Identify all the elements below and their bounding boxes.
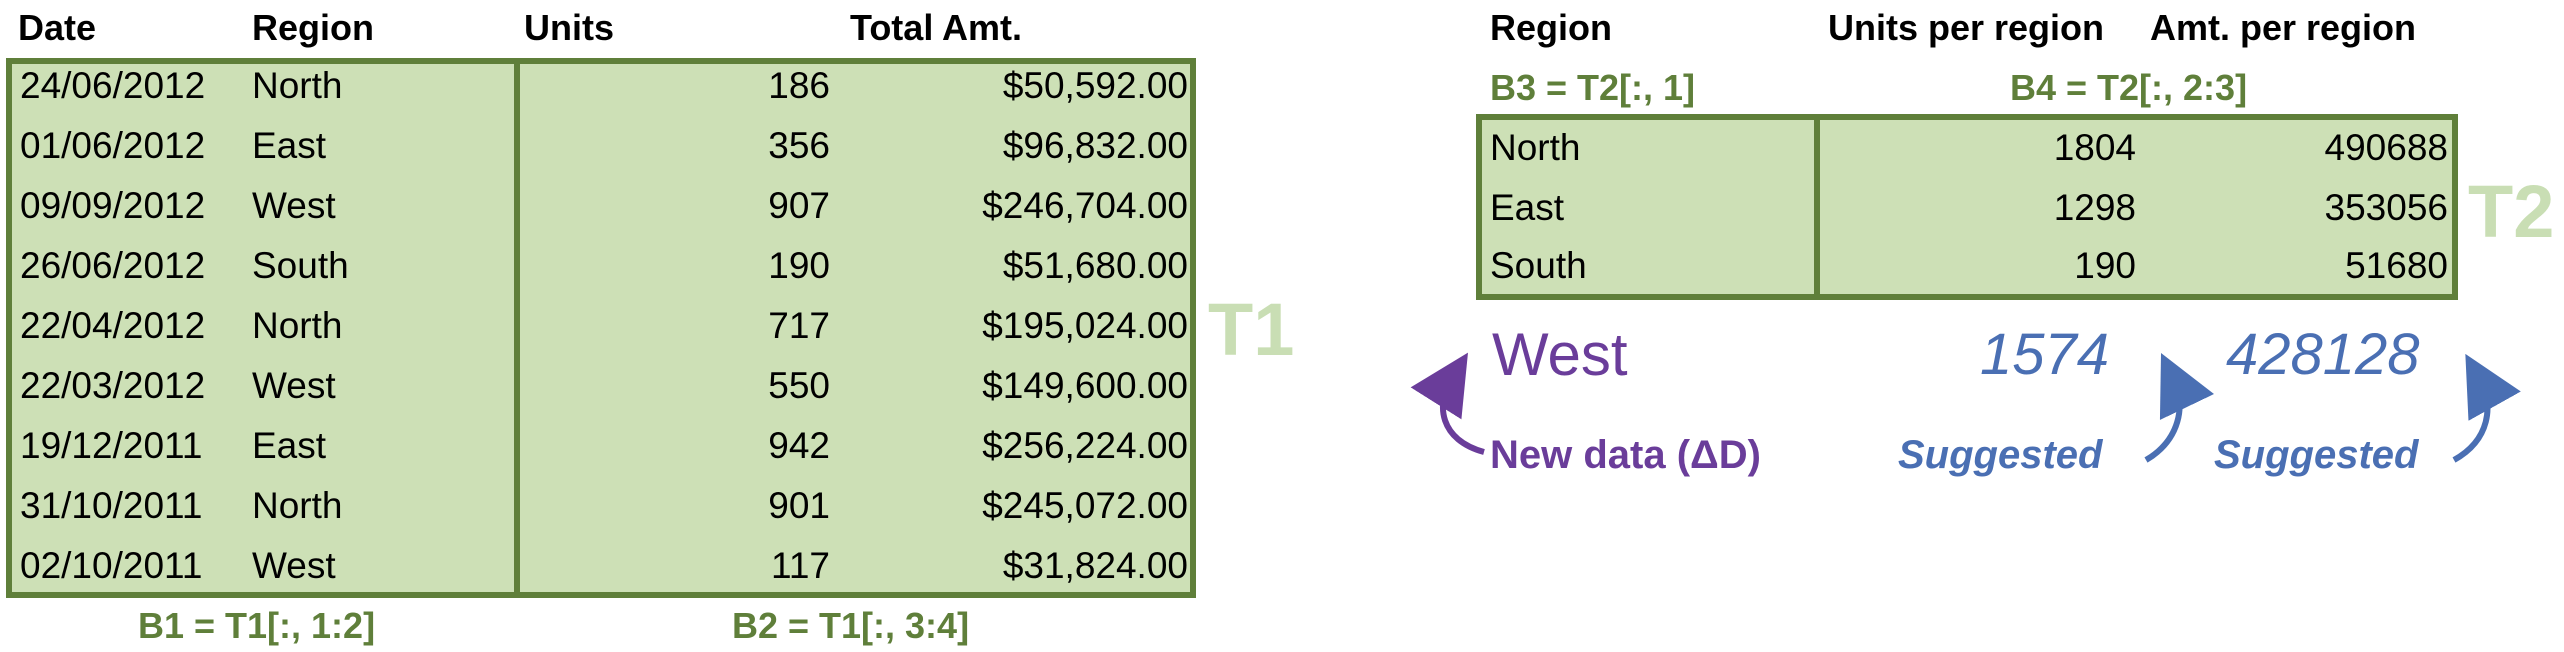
- suggested-amt-arrow-icon: [2452, 353, 2521, 463]
- t1-cell-region: North: [252, 305, 343, 346]
- t2-cell-region: North: [1490, 127, 1581, 168]
- t1-cell-amt: $246,704.00: [982, 185, 1188, 226]
- b1-label: B1 = T1[:, 1:2]: [138, 605, 376, 646]
- t1-cell-units: 942: [768, 425, 830, 466]
- t2-box-b4: [1814, 114, 2458, 300]
- t1-cell-region: West: [252, 545, 336, 586]
- new-row-region: West: [1492, 321, 1628, 388]
- suggested-units-arrow-icon: [2144, 352, 2215, 463]
- t2-header-region: Region: [1490, 7, 1612, 48]
- t1-header-total-amt: Total Amt.: [850, 7, 1022, 48]
- t1-cell-region: West: [252, 185, 336, 226]
- t1-cell-amt: $31,824.00: [1002, 545, 1188, 586]
- t1-tag: T1: [1208, 288, 1295, 371]
- t1-cell-units: 550: [768, 365, 830, 406]
- suggested-units-value: 1574: [1980, 322, 2110, 387]
- suggested-amt-value: 428128: [2226, 322, 2420, 387]
- t1-cell-date: 22/04/2012: [20, 305, 206, 346]
- t1-header-units: Units: [524, 7, 614, 48]
- t1-cell-units: 117: [771, 545, 830, 586]
- t2-cell-amt: 490688: [2324, 127, 2448, 168]
- t1-cell-date: 31/10/2011: [20, 485, 203, 526]
- t2-cell-amt: 353056: [2324, 187, 2448, 228]
- t1-cell-region: North: [252, 485, 343, 526]
- t2-header-amt-per-region: Amt. per region: [2150, 7, 2417, 48]
- t1-cell-date: 09/09/2012: [20, 185, 206, 226]
- t1-cell-date: 02/10/2011: [20, 545, 203, 586]
- t1-cell-amt: $96,832.00: [1002, 125, 1188, 166]
- t1-cell-amt: $256,224.00: [982, 425, 1188, 466]
- t1-cell-date: 26/06/2012: [20, 245, 206, 286]
- t2-cell-amt: 51680: [2345, 245, 2448, 286]
- t1-cell-region: East: [252, 125, 327, 166]
- t1-cell-region: East: [252, 425, 327, 466]
- t1-header-date: Date: [18, 7, 97, 48]
- t1-cell-region: South: [252, 245, 349, 286]
- t1-cell-amt: $50,592.00: [1002, 65, 1188, 106]
- t1-cell-units: 717: [768, 305, 830, 346]
- t2-cell-region: East: [1490, 187, 1565, 228]
- t1-cell-date: 22/03/2012: [20, 365, 206, 406]
- t2-cell-units: 190: [2074, 245, 2136, 286]
- suggested-label-amt: Suggested: [2214, 433, 2419, 477]
- t1-cell-units: 356: [768, 125, 830, 166]
- t2-cell-units: 1804: [2053, 127, 2136, 168]
- t1-cell-date: 01/06/2012: [20, 125, 206, 166]
- t1-cell-amt: $51,680.00: [1002, 245, 1188, 286]
- new-data-arrow-icon: [1410, 352, 1485, 455]
- t1-cell-region: West: [252, 365, 336, 406]
- t1-cell-units: 901: [768, 485, 830, 526]
- t1-cell-date: 19/12/2011: [20, 425, 203, 466]
- t1-cell-amt: $245,072.00: [982, 485, 1188, 526]
- t1-cell-region: North: [252, 65, 343, 106]
- suggested-label-units: Suggested: [1898, 433, 2103, 477]
- t2-box-b3: [1476, 114, 1820, 300]
- b3-label: B3 = T2[:, 1]: [1490, 67, 1696, 108]
- t2-header-units-per-region: Units per region: [1828, 7, 2105, 48]
- new-data-label: New data (ΔD): [1490, 433, 1761, 477]
- t1-cell-amt: $149,600.00: [982, 365, 1188, 406]
- t1-cell-amt: $195,024.00: [982, 305, 1188, 346]
- t1-cell-units: 186: [768, 65, 830, 106]
- t1-cell-units: 190: [768, 245, 830, 286]
- t1-box-b2: [514, 58, 1196, 598]
- t1-box-b1: [6, 58, 520, 598]
- t2-tag: T2: [2468, 170, 2555, 253]
- t2-cell-units: 1298: [2053, 187, 2136, 228]
- t1-header-region: Region: [252, 7, 374, 48]
- b2-label: B2 = T1[:, 3:4]: [732, 605, 970, 646]
- t2-cell-region: South: [1490, 245, 1587, 286]
- t1-cell-date: 24/06/2012: [20, 65, 206, 106]
- t1-cell-units: 907: [768, 185, 830, 226]
- b4-label: B4 = T2[:, 2:3]: [2010, 67, 2248, 108]
